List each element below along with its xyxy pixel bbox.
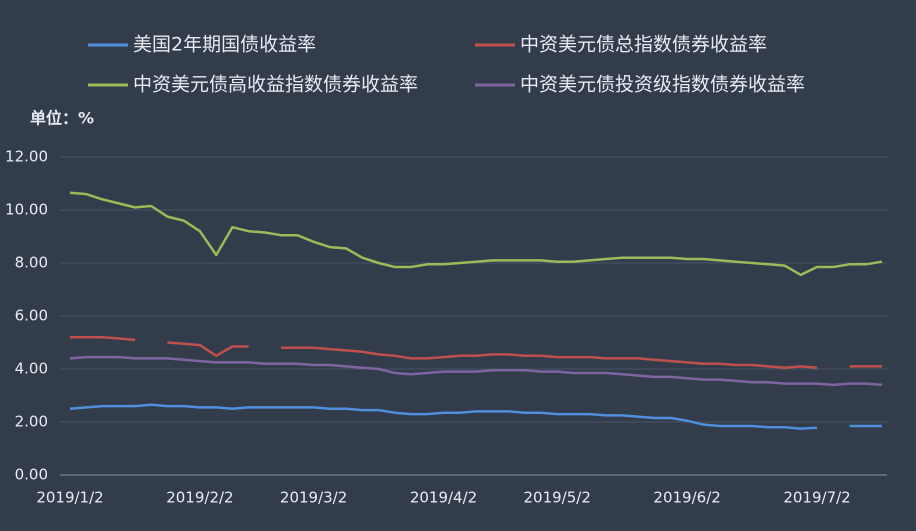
series-line bbox=[69, 355, 883, 387]
x-tick-label: 2019/2/2 bbox=[166, 489, 233, 507]
legend-label: 中资美元债总指数债券收益率 bbox=[520, 34, 767, 56]
x-tick-label: 2019/5/2 bbox=[524, 489, 591, 507]
y-tick-label: 8.00 bbox=[15, 254, 48, 272]
legend-label: 中资美元债高收益指数债券收益率 bbox=[133, 74, 418, 96]
series-line bbox=[69, 403, 882, 430]
legend-label: 中资美元债投资级指数债券收益率 bbox=[520, 74, 805, 96]
x-tick-label: 2019/7/2 bbox=[783, 489, 850, 507]
y-tick-label: 10.00 bbox=[5, 201, 48, 219]
y-tick-label: 12.00 bbox=[5, 148, 48, 166]
y-tick-label: 4.00 bbox=[15, 360, 48, 378]
unit-label: 单位：% bbox=[30, 109, 94, 128]
y-tick-label: 2.00 bbox=[15, 413, 48, 431]
legend-label: 美国2年期国债收益率 bbox=[133, 34, 316, 56]
x-tick-label: 2019/1/2 bbox=[36, 489, 103, 507]
x-tick-label: 2019/4/2 bbox=[410, 489, 477, 507]
x-tick-label: 2019/3/2 bbox=[280, 489, 347, 507]
series-line bbox=[70, 335, 882, 369]
y-tick-label: 0.00 bbox=[15, 466, 48, 484]
x-tick-label: 2019/6/2 bbox=[653, 489, 720, 507]
series-line bbox=[69, 191, 883, 277]
y-tick-label: 6.00 bbox=[15, 307, 48, 325]
